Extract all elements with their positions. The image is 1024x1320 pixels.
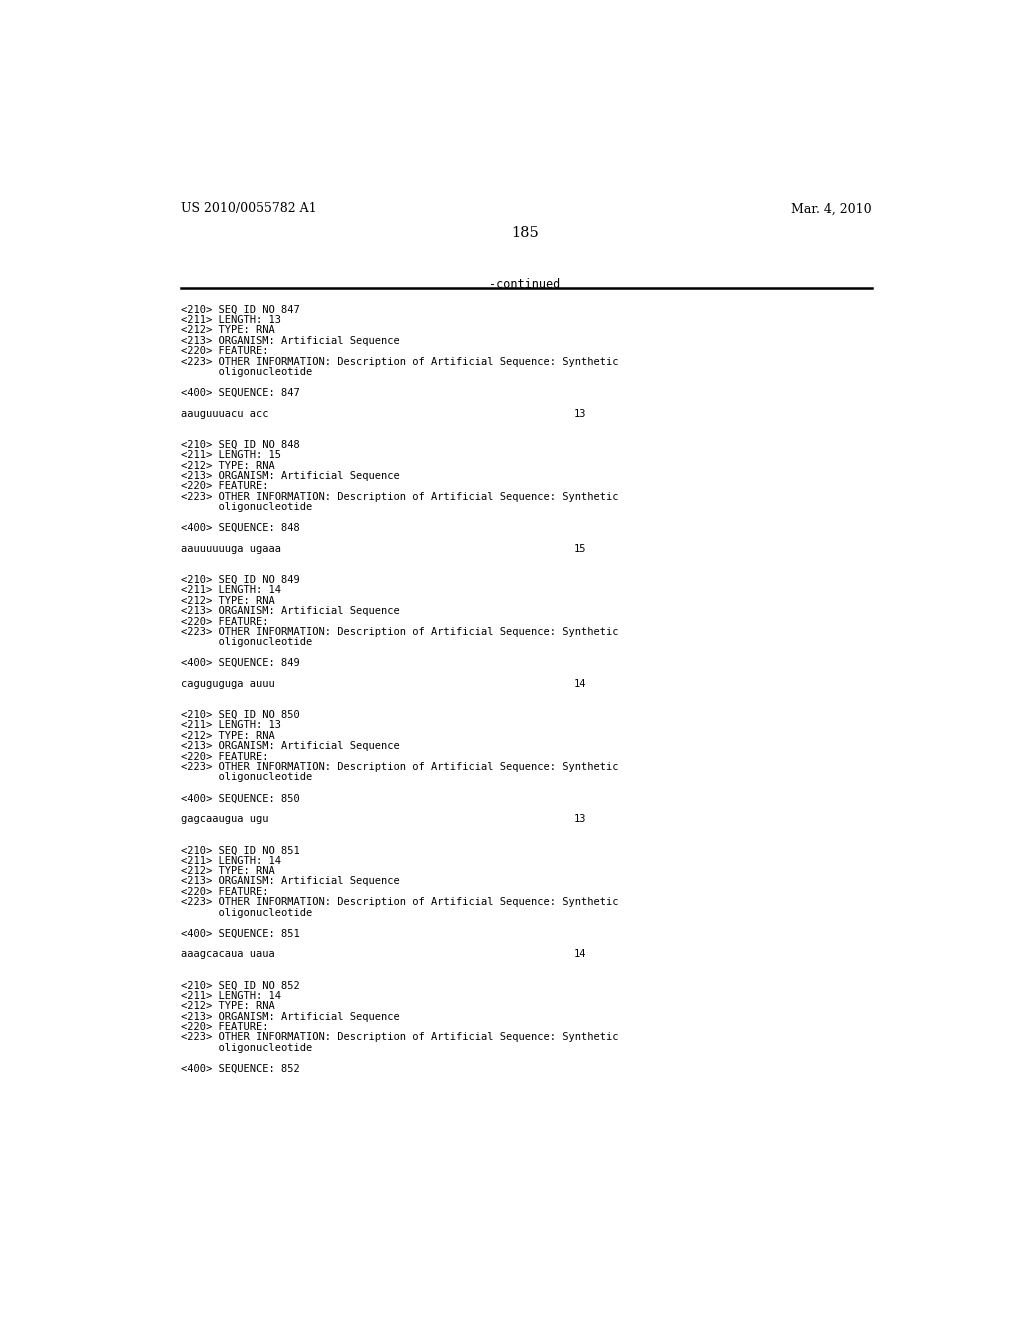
Text: oligonucleotide: oligonucleotide	[180, 908, 312, 917]
Text: <400> SEQUENCE: 850: <400> SEQUENCE: 850	[180, 793, 299, 804]
Text: oligonucleotide: oligonucleotide	[180, 502, 312, 512]
Text: <220> FEATURE:: <220> FEATURE:	[180, 346, 268, 356]
Text: aaagcacaua uaua: aaagcacaua uaua	[180, 949, 274, 960]
Text: <400> SEQUENCE: 848: <400> SEQUENCE: 848	[180, 523, 299, 533]
Text: <220> FEATURE:: <220> FEATURE:	[180, 1022, 268, 1032]
Text: oligonucleotide: oligonucleotide	[180, 638, 312, 647]
Text: gagcaaugua ugu: gagcaaugua ugu	[180, 814, 268, 824]
Text: 13: 13	[573, 409, 586, 418]
Text: -continued: -continued	[489, 277, 560, 290]
Text: <220> FEATURE:: <220> FEATURE:	[180, 616, 268, 627]
Text: US 2010/0055782 A1: US 2010/0055782 A1	[180, 202, 316, 215]
Text: 13: 13	[573, 814, 586, 824]
Text: <220> FEATURE:: <220> FEATURE:	[180, 887, 268, 896]
Text: <210> SEQ ID NO 848: <210> SEQ ID NO 848	[180, 440, 299, 450]
Text: <213> ORGANISM: Artificial Sequence: <213> ORGANISM: Artificial Sequence	[180, 471, 399, 480]
Text: <212> TYPE: RNA: <212> TYPE: RNA	[180, 1001, 274, 1011]
Text: <210> SEQ ID NO 852: <210> SEQ ID NO 852	[180, 981, 299, 990]
Text: <213> ORGANISM: Artificial Sequence: <213> ORGANISM: Artificial Sequence	[180, 1011, 399, 1022]
Text: oligonucleotide: oligonucleotide	[180, 1043, 312, 1053]
Text: <212> TYPE: RNA: <212> TYPE: RNA	[180, 461, 274, 471]
Text: <211> LENGTH: 14: <211> LENGTH: 14	[180, 991, 281, 1001]
Text: <223> OTHER INFORMATION: Description of Artificial Sequence: Synthetic: <223> OTHER INFORMATION: Description of …	[180, 898, 618, 907]
Text: <213> ORGANISM: Artificial Sequence: <213> ORGANISM: Artificial Sequence	[180, 606, 399, 616]
Text: <212> TYPE: RNA: <212> TYPE: RNA	[180, 866, 274, 876]
Text: <212> TYPE: RNA: <212> TYPE: RNA	[180, 731, 274, 741]
Text: <211> LENGTH: 14: <211> LENGTH: 14	[180, 585, 281, 595]
Text: oligonucleotide: oligonucleotide	[180, 772, 312, 783]
Text: <213> ORGANISM: Artificial Sequence: <213> ORGANISM: Artificial Sequence	[180, 742, 399, 751]
Text: <220> FEATURE:: <220> FEATURE:	[180, 751, 268, 762]
Text: <223> OTHER INFORMATION: Description of Artificial Sequence: Synthetic: <223> OTHER INFORMATION: Description of …	[180, 627, 618, 638]
Text: <210> SEQ ID NO 851: <210> SEQ ID NO 851	[180, 845, 299, 855]
Text: <400> SEQUENCE: 849: <400> SEQUENCE: 849	[180, 659, 299, 668]
Text: <211> LENGTH: 13: <211> LENGTH: 13	[180, 721, 281, 730]
Text: <400> SEQUENCE: 847: <400> SEQUENCE: 847	[180, 388, 299, 397]
Text: <210> SEQ ID NO 849: <210> SEQ ID NO 849	[180, 576, 299, 585]
Text: 14: 14	[573, 678, 586, 689]
Text: <223> OTHER INFORMATION: Description of Artificial Sequence: Synthetic: <223> OTHER INFORMATION: Description of …	[180, 492, 618, 502]
Text: <211> LENGTH: 13: <211> LENGTH: 13	[180, 315, 281, 325]
Text: <213> ORGANISM: Artificial Sequence: <213> ORGANISM: Artificial Sequence	[180, 335, 399, 346]
Text: <223> OTHER INFORMATION: Description of Artificial Sequence: Synthetic: <223> OTHER INFORMATION: Description of …	[180, 356, 618, 367]
Text: <400> SEQUENCE: 851: <400> SEQUENCE: 851	[180, 928, 299, 939]
Text: 15: 15	[573, 544, 586, 554]
Text: <212> TYPE: RNA: <212> TYPE: RNA	[180, 326, 274, 335]
Text: <211> LENGTH: 15: <211> LENGTH: 15	[180, 450, 281, 461]
Text: 185: 185	[511, 226, 539, 240]
Text: <210> SEQ ID NO 847: <210> SEQ ID NO 847	[180, 305, 299, 314]
Text: <212> TYPE: RNA: <212> TYPE: RNA	[180, 595, 274, 606]
Text: <210> SEQ ID NO 850: <210> SEQ ID NO 850	[180, 710, 299, 721]
Text: aauguuuacu acc: aauguuuacu acc	[180, 409, 268, 418]
Text: oligonucleotide: oligonucleotide	[180, 367, 312, 378]
Text: Mar. 4, 2010: Mar. 4, 2010	[792, 202, 872, 215]
Text: aauuuuuuga ugaaa: aauuuuuuga ugaaa	[180, 544, 281, 554]
Text: <220> FEATURE:: <220> FEATURE:	[180, 482, 268, 491]
Text: caguguguga auuu: caguguguga auuu	[180, 678, 274, 689]
Text: <223> OTHER INFORMATION: Description of Artificial Sequence: Synthetic: <223> OTHER INFORMATION: Description of …	[180, 762, 618, 772]
Text: <211> LENGTH: 14: <211> LENGTH: 14	[180, 855, 281, 866]
Text: <400> SEQUENCE: 852: <400> SEQUENCE: 852	[180, 1064, 299, 1073]
Text: 14: 14	[573, 949, 586, 960]
Text: <213> ORGANISM: Artificial Sequence: <213> ORGANISM: Artificial Sequence	[180, 876, 399, 887]
Text: <223> OTHER INFORMATION: Description of Artificial Sequence: Synthetic: <223> OTHER INFORMATION: Description of …	[180, 1032, 618, 1043]
